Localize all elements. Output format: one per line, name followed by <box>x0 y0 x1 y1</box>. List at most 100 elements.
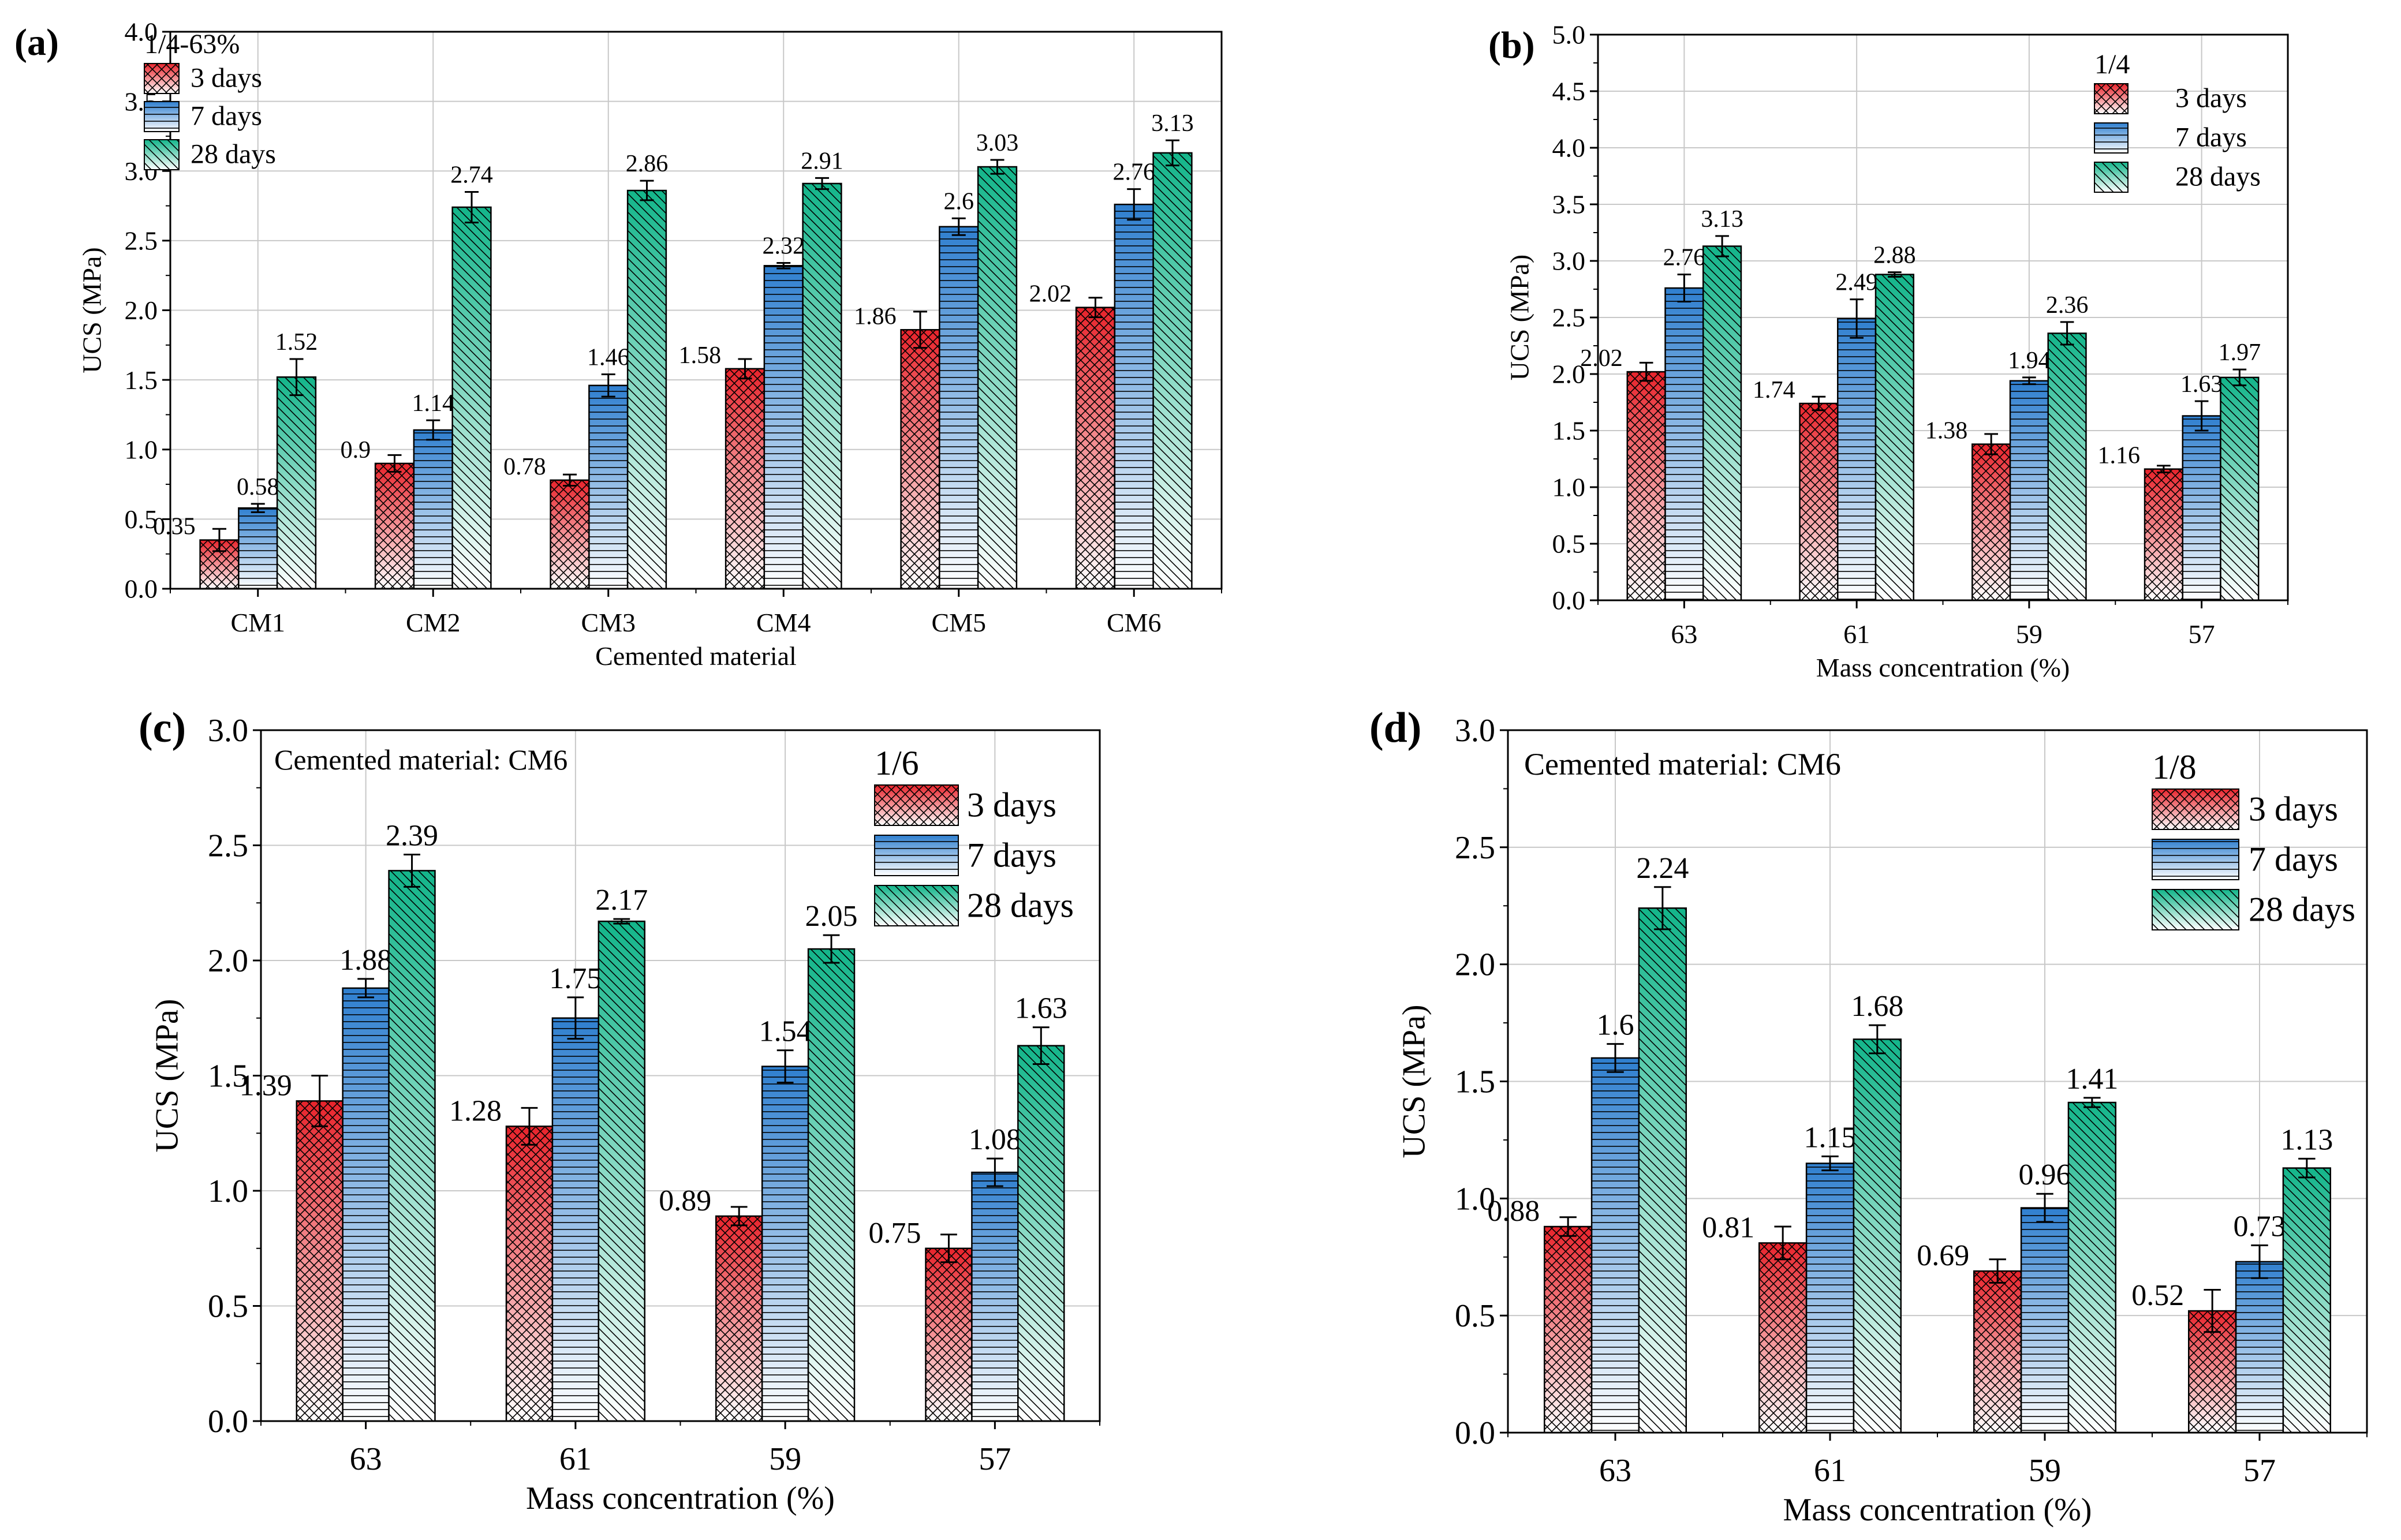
panel-c-ytick-label: 0.5 <box>208 1289 248 1325</box>
panel-c-error-bar <box>404 853 420 888</box>
panel-d-bar-7-days-61 <box>1805 1163 1855 1434</box>
panel-a-error-bar <box>387 454 402 473</box>
panel-c-error-bar <box>357 978 375 999</box>
panel-d-ytick-label: 3.0 <box>1455 713 1495 749</box>
panel-a-bar-7-days-CM4 <box>763 265 804 590</box>
panel-b-xtick-label: 57 <box>2189 619 2215 649</box>
panel-b-legend: 1/4 3 days 7 days 28 days <box>2094 49 2261 193</box>
panel-d-y-axis-title: UCS (MPa) <box>1396 1004 1432 1158</box>
panel-b-legend-swatch-3-days <box>2094 83 2129 114</box>
panel-a-x-axis-title: Cemented material <box>595 641 797 671</box>
panel-a-legend-swatch-28-days <box>144 139 180 170</box>
panel-d-data-label: 0.96 <box>2019 1158 2071 1191</box>
panel-c-ytick-label: 1.5 <box>208 1059 248 1094</box>
panel-a-ytick-label: 1.0 <box>125 435 158 464</box>
panel-b-ytick-label: 0.5 <box>1552 529 1586 559</box>
panel-c-error-bar <box>986 1157 1003 1187</box>
panel-c-bar-7-days-61 <box>551 1017 600 1422</box>
panel-c-ytick-label: 1.0 <box>208 1173 248 1209</box>
panel-a-data-label: 1.58 <box>679 342 722 369</box>
panel-c-xtick-label: 61 <box>559 1441 592 1477</box>
panel-b-error-bar <box>1812 395 1826 412</box>
panel-d-data-label: 1.15 <box>1804 1121 1857 1154</box>
panel-a-bar-7-days-CM6 <box>1114 203 1154 590</box>
panel-b-error-bar <box>1715 235 1729 257</box>
panel-b-ytick-label: 3.0 <box>1552 246 1586 276</box>
panel-b-error-bar <box>2060 321 2074 346</box>
panel-b-ytick-label: 1.5 <box>1552 416 1586 446</box>
panel-d-xtick-label: 61 <box>1814 1453 1846 1489</box>
panel-d-error-bar <box>1869 1024 1886 1055</box>
panel-a-error-bar <box>1127 188 1141 221</box>
panel-d-legend-swatch-3-days <box>2152 788 2239 830</box>
panel-c-ytick-label: 2.5 <box>208 828 248 864</box>
panel-b-bar-7-days-61 <box>1837 317 1877 601</box>
panel-b-error-bar <box>2232 368 2247 387</box>
panel-c-bar-3-days-63 <box>296 1100 343 1422</box>
panel-c-legend-label: 28 days <box>967 887 1074 925</box>
panel-d-error-bar <box>1989 1258 2006 1284</box>
panel-b-data-label: 1.94 <box>2008 347 2051 374</box>
panel-a-error-bar <box>1166 139 1180 167</box>
panel-c-bar-3-days-57 <box>925 1247 973 1422</box>
panel-b-legend-label: 3 days <box>2175 83 2247 114</box>
panel-b-bar-7-days-63 <box>1664 287 1704 601</box>
panel-b-ytick-label: 4.5 <box>1552 77 1586 106</box>
panel-d-legend-label: 3 days <box>2249 790 2338 828</box>
panel-a-error-bar <box>465 190 479 224</box>
panel-d-error-bar <box>2251 1244 2268 1279</box>
panel-b-error-bar <box>1984 433 1998 455</box>
panel-b-ytick-label: 2.0 <box>1552 360 1586 389</box>
panel-d-bar-28-days-63 <box>1638 907 1687 1434</box>
panel-b-bar-3-days-59 <box>1971 443 2011 601</box>
panel-b-ytick-label: 1.0 <box>1552 473 1586 502</box>
panel-b-ytick-label: 5.0 <box>1552 20 1586 50</box>
panel-b-error-bar <box>1639 361 1653 382</box>
panel-c-error-bar <box>613 918 630 925</box>
panel-a-error-bar <box>640 180 654 201</box>
panel-c-error-bar <box>1032 1026 1050 1066</box>
panel-a-error-bar <box>1088 297 1103 319</box>
panel-a-data-label: 3.13 <box>1151 110 1194 137</box>
panel-d-ytick-label: 0.5 <box>1455 1298 1495 1334</box>
panel-a-error-bar <box>738 358 752 380</box>
panel-c-error-bar <box>730 1206 748 1227</box>
panel-c-legend-title: 1/6 <box>875 744 919 782</box>
panel-c-legend: 1/6 3 days 7 days 28 days <box>874 744 1074 926</box>
panel-c-x-axis-title: Mass concentration (%) <box>526 1481 835 1516</box>
panel-d-bar-7-days-57 <box>2235 1261 2284 1434</box>
panel-b-legend-swatch-28-days <box>2094 162 2129 193</box>
panel-d-error-bar <box>1774 1225 1791 1261</box>
panel-d-ytick-label: 1.5 <box>1455 1064 1495 1100</box>
panel-a-label: (a) <box>14 21 59 63</box>
panel-a-grid <box>170 31 1222 589</box>
panel-c-data-label: 1.28 <box>449 1094 502 1127</box>
panel-c-error-bar <box>776 1049 794 1083</box>
panel-b-ytick-label: 3.5 <box>1552 190 1586 219</box>
panel-a-data-label: 3.03 <box>976 130 1019 156</box>
panel-b-ytick-label: 0.0 <box>1552 586 1586 615</box>
panel-a-error-bar <box>913 311 927 349</box>
panel-a-xtick-label: CM5 <box>931 608 986 637</box>
panel-b-data-label: 2.02 <box>1580 345 1623 372</box>
panel-c-bar-28-days-61 <box>598 920 645 1422</box>
panel-a-error-bar <box>815 177 830 190</box>
panel-c-legend-swatch-7-days <box>874 835 959 876</box>
panel-b-bar-28-days-59 <box>2047 332 2087 601</box>
panel-a-bar-7-days-CM1 <box>238 507 278 590</box>
panel-d-label: (d) <box>1369 704 1421 752</box>
panel-b-data-label: 2.36 <box>2046 292 2089 319</box>
panel-a-legend-swatch-3-days <box>144 63 180 94</box>
panel-d-data-label: 0.88 <box>1487 1195 1540 1228</box>
panel-a-xtick-label: CM4 <box>756 608 811 637</box>
panel-d-error-bar <box>2036 1193 2053 1223</box>
panel-c-bar-3-days-61 <box>505 1126 554 1422</box>
panel-b-xtick-label: 61 <box>1843 619 1870 649</box>
panel-a-xtick-label: CM6 <box>1107 608 1162 637</box>
panel-c-ytick-label: 3.0 <box>208 713 248 749</box>
panel-b-data-label: 2.76 <box>1663 245 1706 271</box>
panel-b-bar-3-days-61 <box>1799 402 1839 601</box>
panel-b-error-bar <box>2194 400 2209 432</box>
panel-d-error-bar <box>1821 1155 1839 1172</box>
panel-d-annotation: Cemented material: CM6 <box>1524 747 1841 782</box>
